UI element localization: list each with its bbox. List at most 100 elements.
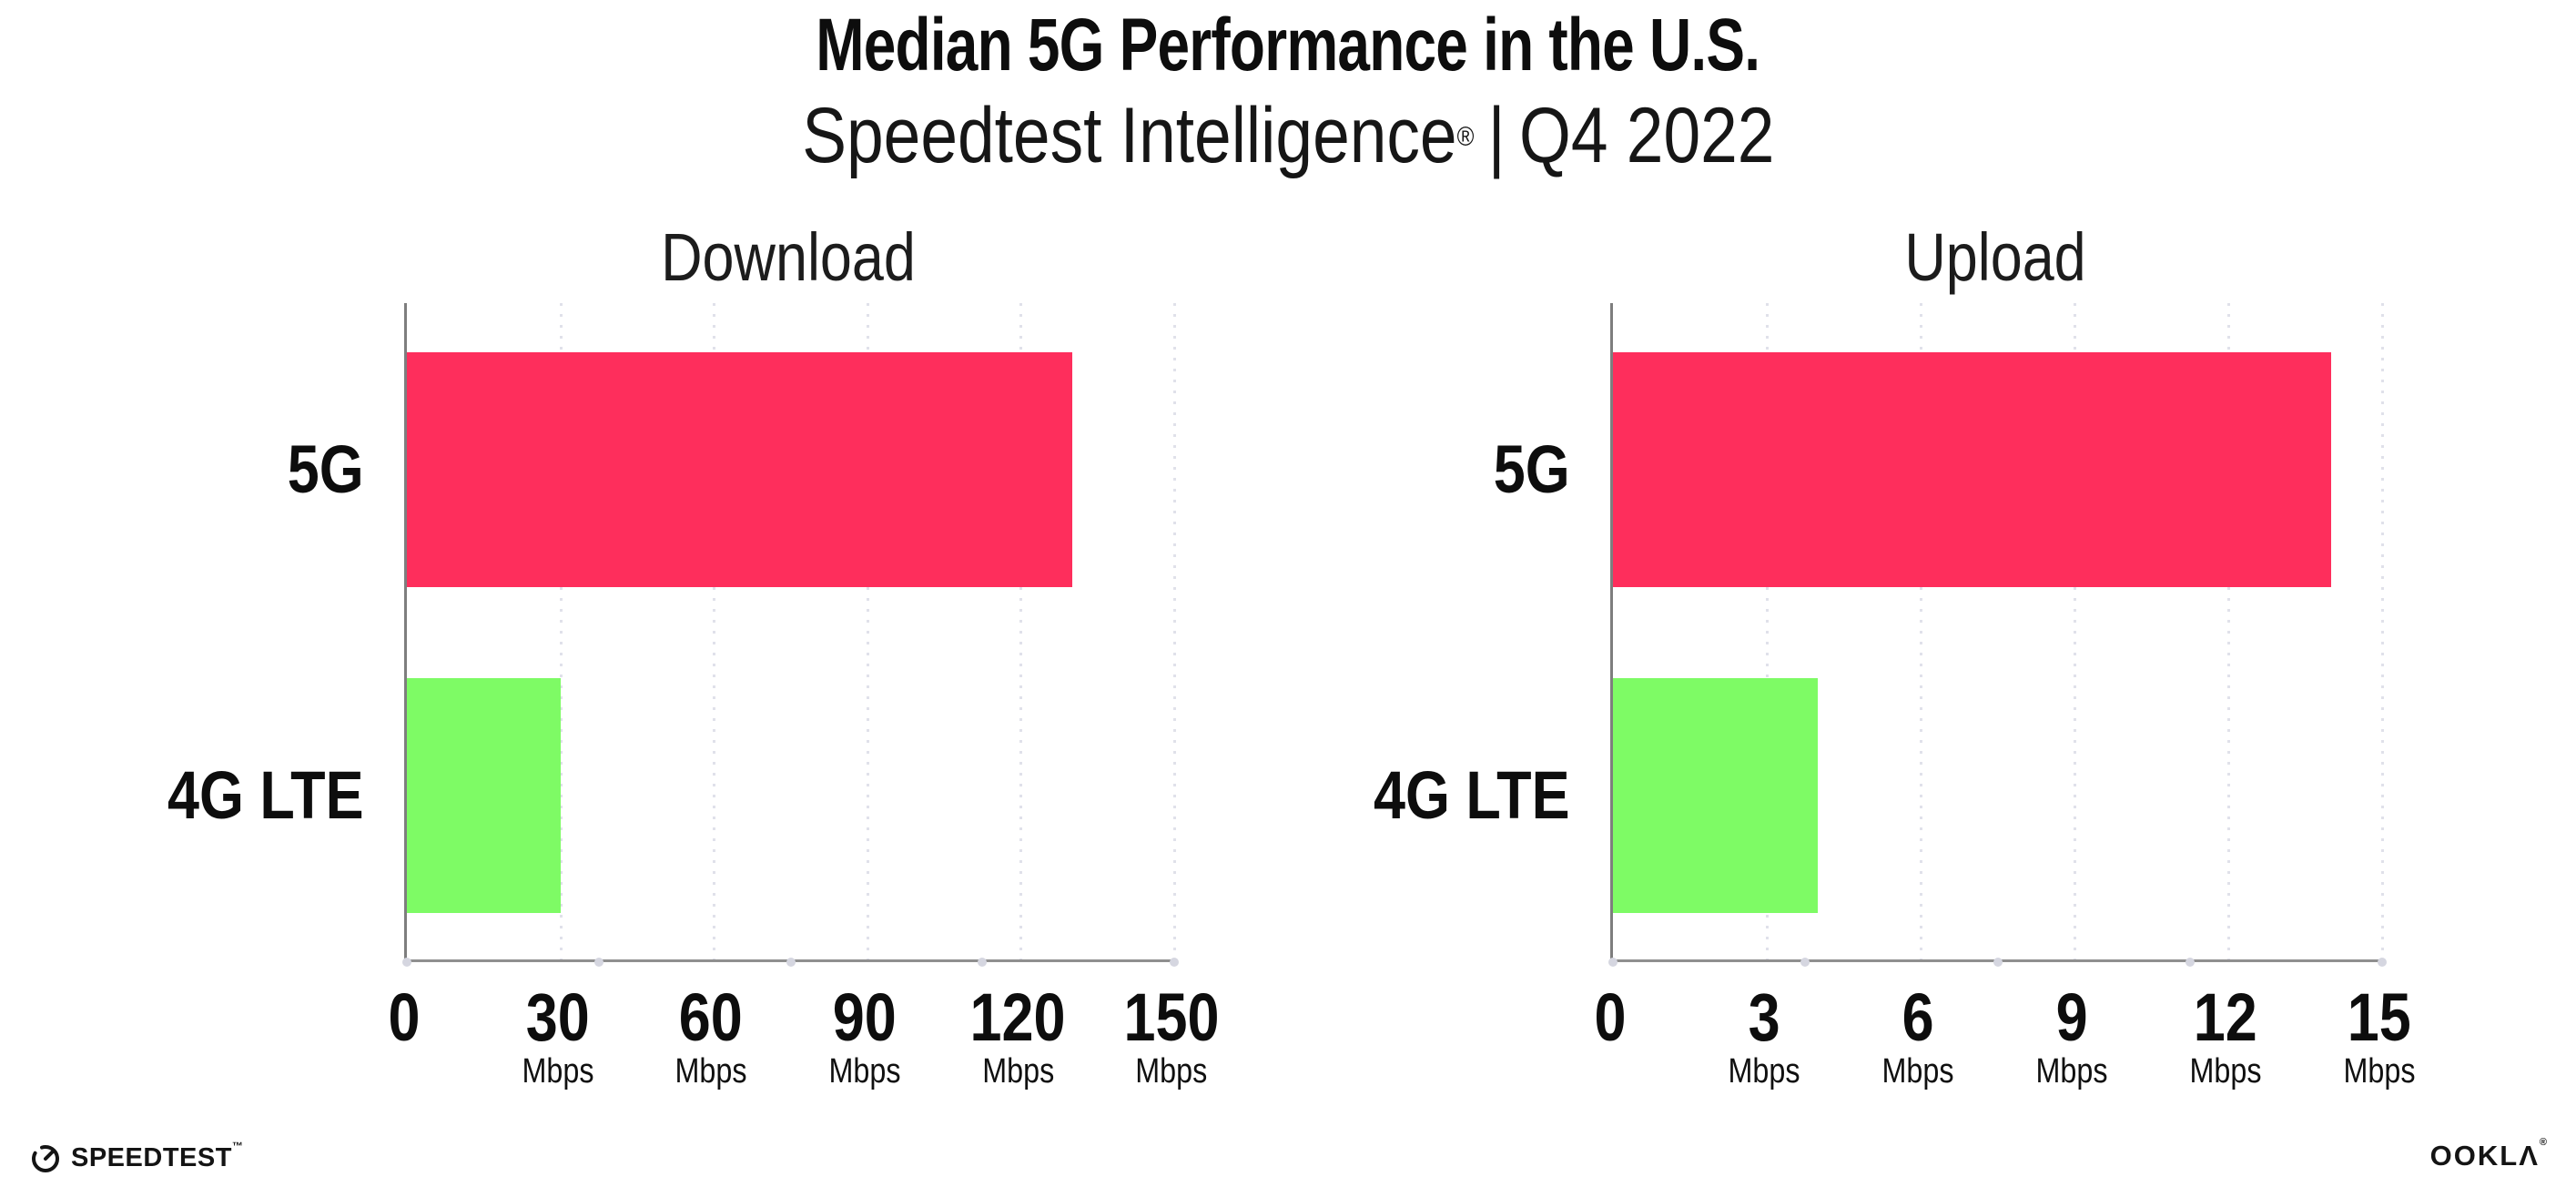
bar-5g-upload (1613, 352, 2331, 587)
axis-tick-dot (786, 958, 796, 967)
ookla-logo: OOKLΛ® (2429, 1137, 2549, 1172)
gridline-6 (1920, 303, 1922, 959)
subtitle-brand: Speedtest Intelligence (801, 92, 1457, 179)
x-tick-unit-text: Mbps (2035, 1052, 2108, 1090)
x-tick-value-text: 3 (1748, 979, 1780, 1055)
page-title-text: Median 5G Performance in the U.S. (816, 4, 1761, 86)
x-tick-unit: Mbps (515, 1053, 600, 1090)
x-tick-unit-text: Mbps (1881, 1052, 1954, 1090)
x-tick-value-text: 30 (525, 979, 590, 1055)
x-tick-value: 0 (1591, 984, 1628, 1051)
chart-title-text: Download (660, 219, 916, 295)
x-tick-60: 60 Mbps (669, 984, 754, 1090)
x-tick-150: 150 Mbps (1115, 984, 1227, 1090)
axis-tick-dot (1800, 958, 1810, 967)
category-label-4g-lte: 4G LTE (1374, 757, 1570, 833)
gridline-30 (559, 303, 563, 959)
x-tick-12: 12 Mbps (2184, 984, 2268, 1090)
x-tick-unit-text: Mbps (674, 1052, 747, 1090)
registered-mark-icon: ® (1456, 122, 1475, 152)
x-tick-value-text: 15 (2348, 979, 2411, 1055)
x-tick-unit: Mbps (962, 1053, 1074, 1090)
x-tick-value-text: 0 (1594, 979, 1627, 1055)
gridline-90 (866, 303, 869, 959)
x-tick-value: 120 (962, 984, 1074, 1051)
x-tick-value: 3 (1722, 984, 1807, 1051)
x-tick-unit: Mbps (1876, 1053, 1961, 1090)
page-subtitle-text: Speedtest Intelligence® | Q4 2022 (802, 95, 1774, 177)
page-title: Median 5G Performance in the U.S. (0, 7, 2576, 84)
gridline-3 (1766, 303, 1769, 959)
x-tick-unit-text: Mbps (828, 1052, 901, 1090)
plot-area-download (402, 303, 1179, 967)
axis-tick-dot (402, 958, 411, 967)
x-tick-value: 150 (1115, 984, 1227, 1051)
x-tick-value: 6 (1876, 984, 1961, 1051)
bar-4g-lte-download (407, 678, 561, 913)
x-tick-120: 120 Mbps (962, 984, 1074, 1090)
x-tick-unit-text: Mbps (522, 1052, 594, 1090)
chart-title-text: Upload (1903, 219, 2086, 295)
x-tick-unit: Mbps (1722, 1053, 1807, 1090)
ookla-logo-text: OOKLΛ (2429, 1140, 2540, 1172)
x-tick-unit-text: Mbps (981, 1052, 1054, 1090)
x-tick-unit: Mbps (2338, 1053, 2422, 1090)
gridline-9 (2074, 303, 2076, 959)
x-tick-value-text: 6 (1902, 979, 1934, 1055)
x-tick-value-text: 90 (832, 979, 897, 1055)
x-tick-3: 3 Mbps (1722, 984, 1807, 1090)
x-tick-unit-text: Mbps (1728, 1052, 1800, 1090)
x-tick-value: 12 (2184, 984, 2268, 1051)
x-tick-value-text: 60 (679, 979, 744, 1055)
axis-tick-dot (1170, 958, 1179, 967)
category-label-5g: 5G (288, 431, 364, 507)
x-tick-value: 60 (669, 984, 754, 1051)
x-tick-value: 15 (2338, 984, 2422, 1051)
x-tick-value: 0 (385, 984, 422, 1051)
gridline-15 (2381, 303, 2384, 959)
x-tick-value: 9 (2030, 984, 2115, 1051)
page-subtitle: Speedtest Intelligence® | Q4 2022 (0, 95, 2576, 177)
speedtest-gauge-icon (32, 1145, 59, 1172)
x-tick-0: 0 (1591, 984, 1628, 1051)
x-tick-30: 30 Mbps (515, 984, 600, 1090)
axis-tick-dot (593, 958, 603, 967)
x-tick-6: 6 Mbps (1876, 984, 1961, 1090)
gridline-60 (713, 303, 716, 959)
subtitle-period: Q4 2022 (1518, 92, 1775, 179)
plot-area-upload (1608, 303, 2387, 967)
axis-tick-dot (1993, 958, 2003, 967)
x-tick-value-text: 9 (2055, 979, 2088, 1055)
x-tick-unit: Mbps (2184, 1053, 2268, 1090)
x-tick-unit: Mbps (2030, 1053, 2115, 1090)
x-tick-90: 90 Mbps (822, 984, 907, 1090)
trademark-icon: ™ (231, 1139, 244, 1152)
x-tick-unit: Mbps (1115, 1053, 1227, 1090)
registered-mark-icon: ® (2539, 1137, 2549, 1148)
x-tick-unit: Mbps (669, 1053, 754, 1090)
x-tick-value-text: 120 (969, 979, 1066, 1055)
axis-tick-dot (2185, 958, 2195, 967)
x-tick-value: 30 (515, 984, 600, 1051)
gridline-150 (1173, 303, 1176, 959)
x-tick-value-text: 150 (1123, 979, 1220, 1055)
category-label-5g: 5G (1494, 431, 1570, 507)
gridline-12 (2227, 303, 2230, 959)
axis-tick-dot (978, 958, 988, 967)
x-tick-unit-text: Mbps (1135, 1052, 1208, 1090)
chart-title-upload: Upload (1888, 224, 2102, 291)
x-tick-value-text: 12 (2194, 979, 2257, 1055)
x-tick-value: 90 (822, 984, 907, 1051)
x-tick-15: 15 Mbps (2338, 984, 2422, 1090)
axis-tick-dot (1608, 958, 1618, 967)
x-tick-unit-text: Mbps (2343, 1052, 2416, 1090)
speedtest-logo-text: SPEEDTEST™ (71, 1139, 244, 1172)
subtitle-separator: | (1487, 92, 1506, 179)
bar-5g-download (407, 352, 1072, 587)
gridline-120 (1019, 303, 1023, 959)
x-tick-0: 0 (385, 984, 422, 1051)
x-tick-value-text: 0 (388, 979, 421, 1055)
